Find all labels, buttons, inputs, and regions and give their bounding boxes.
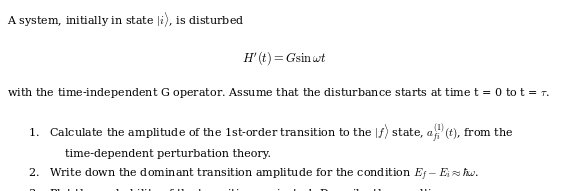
Text: 2.   Write down the dominant transition amplitude for the condition $E_f - E_i \: 2. Write down the dominant transition am… (28, 166, 480, 183)
Text: A system, initially in state $|i\rangle$, is disturbed: A system, initially in state $|i\rangle$… (7, 10, 244, 28)
Text: 1.   Calculate the amplitude of the 1st-order transition to the $|f\rangle$ stat: 1. Calculate the amplitude of the 1st-or… (28, 122, 514, 146)
Text: time-dependent perturbation theory.: time-dependent perturbation theory. (65, 149, 271, 159)
Text: with the time-independent G operator. Assume that the disturbance starts at time: with the time-independent G operator. As… (7, 86, 550, 100)
Text: 3.   Plot the probability of the transition against $\omega$!. Describe the resu: 3. Plot the probability of the transitio… (28, 187, 485, 191)
Text: $H'(t) = G\sin\omega t$: $H'(t) = G\sin\omega t$ (242, 50, 327, 67)
